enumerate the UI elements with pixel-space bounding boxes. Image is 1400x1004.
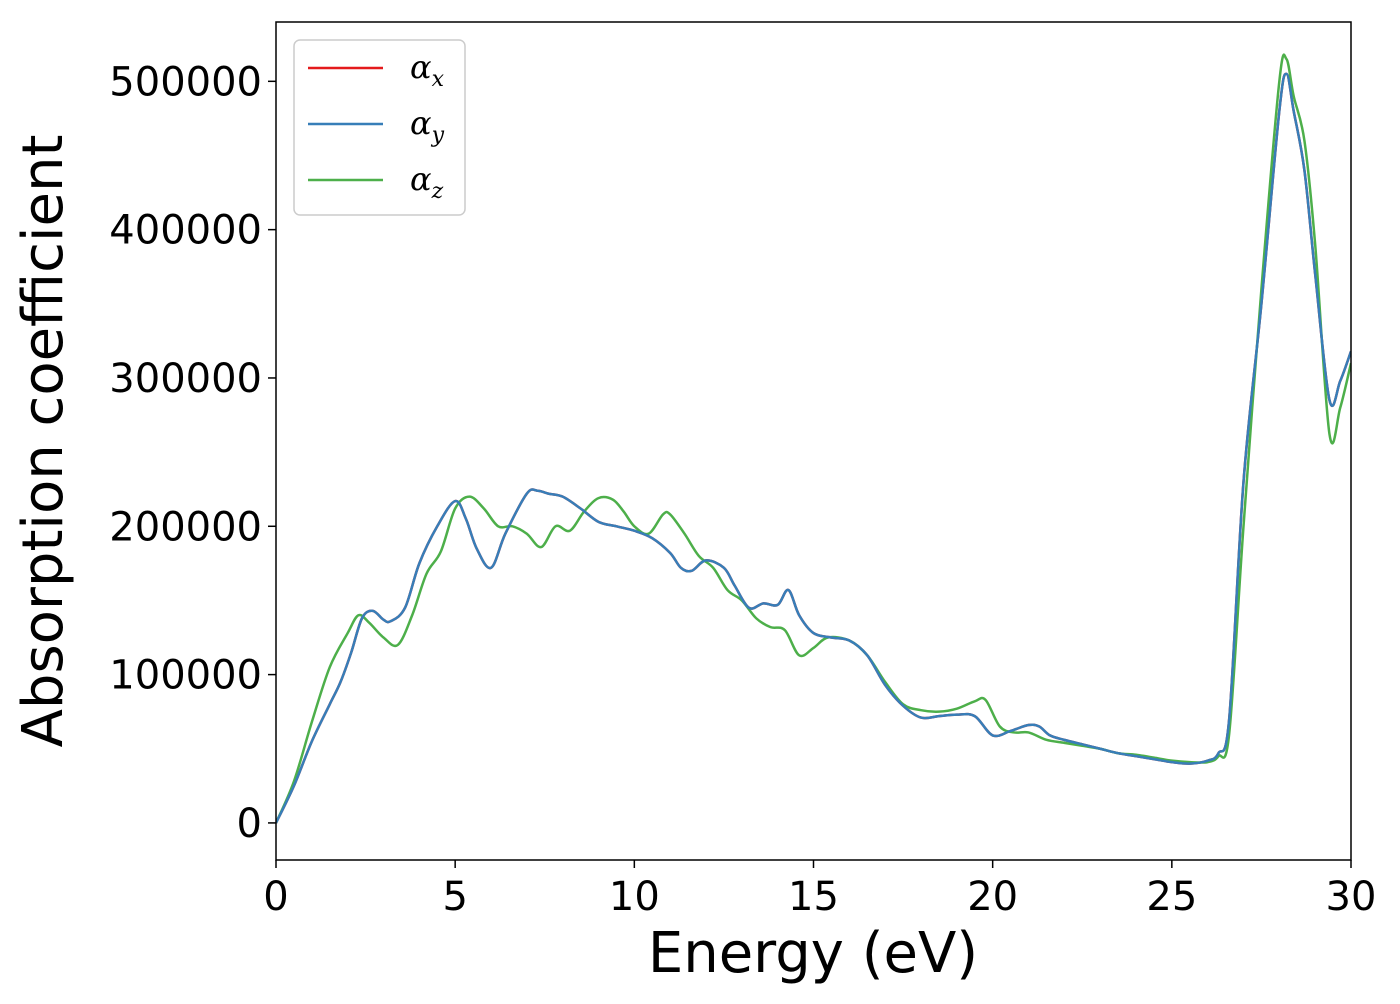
y-tick-label: 300000	[109, 356, 262, 402]
legend-label-x: αx	[410, 48, 445, 92]
legend-label-base: α	[410, 48, 432, 86]
y-tick-label: 100000	[109, 653, 262, 699]
legend-label-subscript: z	[431, 179, 444, 204]
y-tick-label: 400000	[109, 208, 262, 254]
x-tick-label: 20	[967, 874, 1018, 920]
x-axis-label: Energy (eV)	[648, 921, 978, 986]
x-tick-label: 25	[1146, 874, 1197, 920]
x-tick-label: 0	[263, 874, 288, 920]
legend-label-y: αy	[410, 104, 445, 148]
y-tick-label: 500000	[109, 59, 262, 105]
legend-label-subscript: y	[431, 123, 445, 148]
legend-label-base: α	[410, 104, 432, 142]
y-axis-ticks: 0 100000 200000 300000 400000 500000	[109, 59, 276, 847]
x-tick-label: 15	[788, 874, 839, 920]
series-line-z	[276, 53, 1351, 824]
legend-label-base: α	[410, 160, 432, 198]
y-tick-label: 200000	[109, 504, 262, 550]
x-axis-ticks: 0 5 10 15 20 25 30	[263, 860, 1376, 920]
legend-label-z: αz	[410, 160, 444, 204]
y-axis-label: Absorption coefficient	[11, 135, 76, 748]
series-layer	[276, 53, 1351, 824]
series-line-y	[276, 72, 1351, 824]
y-tick-label: 0	[237, 801, 262, 847]
x-tick-label: 10	[609, 874, 660, 920]
x-tick-label: 30	[1326, 874, 1377, 920]
x-tick-label: 5	[442, 874, 467, 920]
legend-frame	[293, 39, 466, 216]
legend-label-subscript: x	[432, 67, 445, 92]
